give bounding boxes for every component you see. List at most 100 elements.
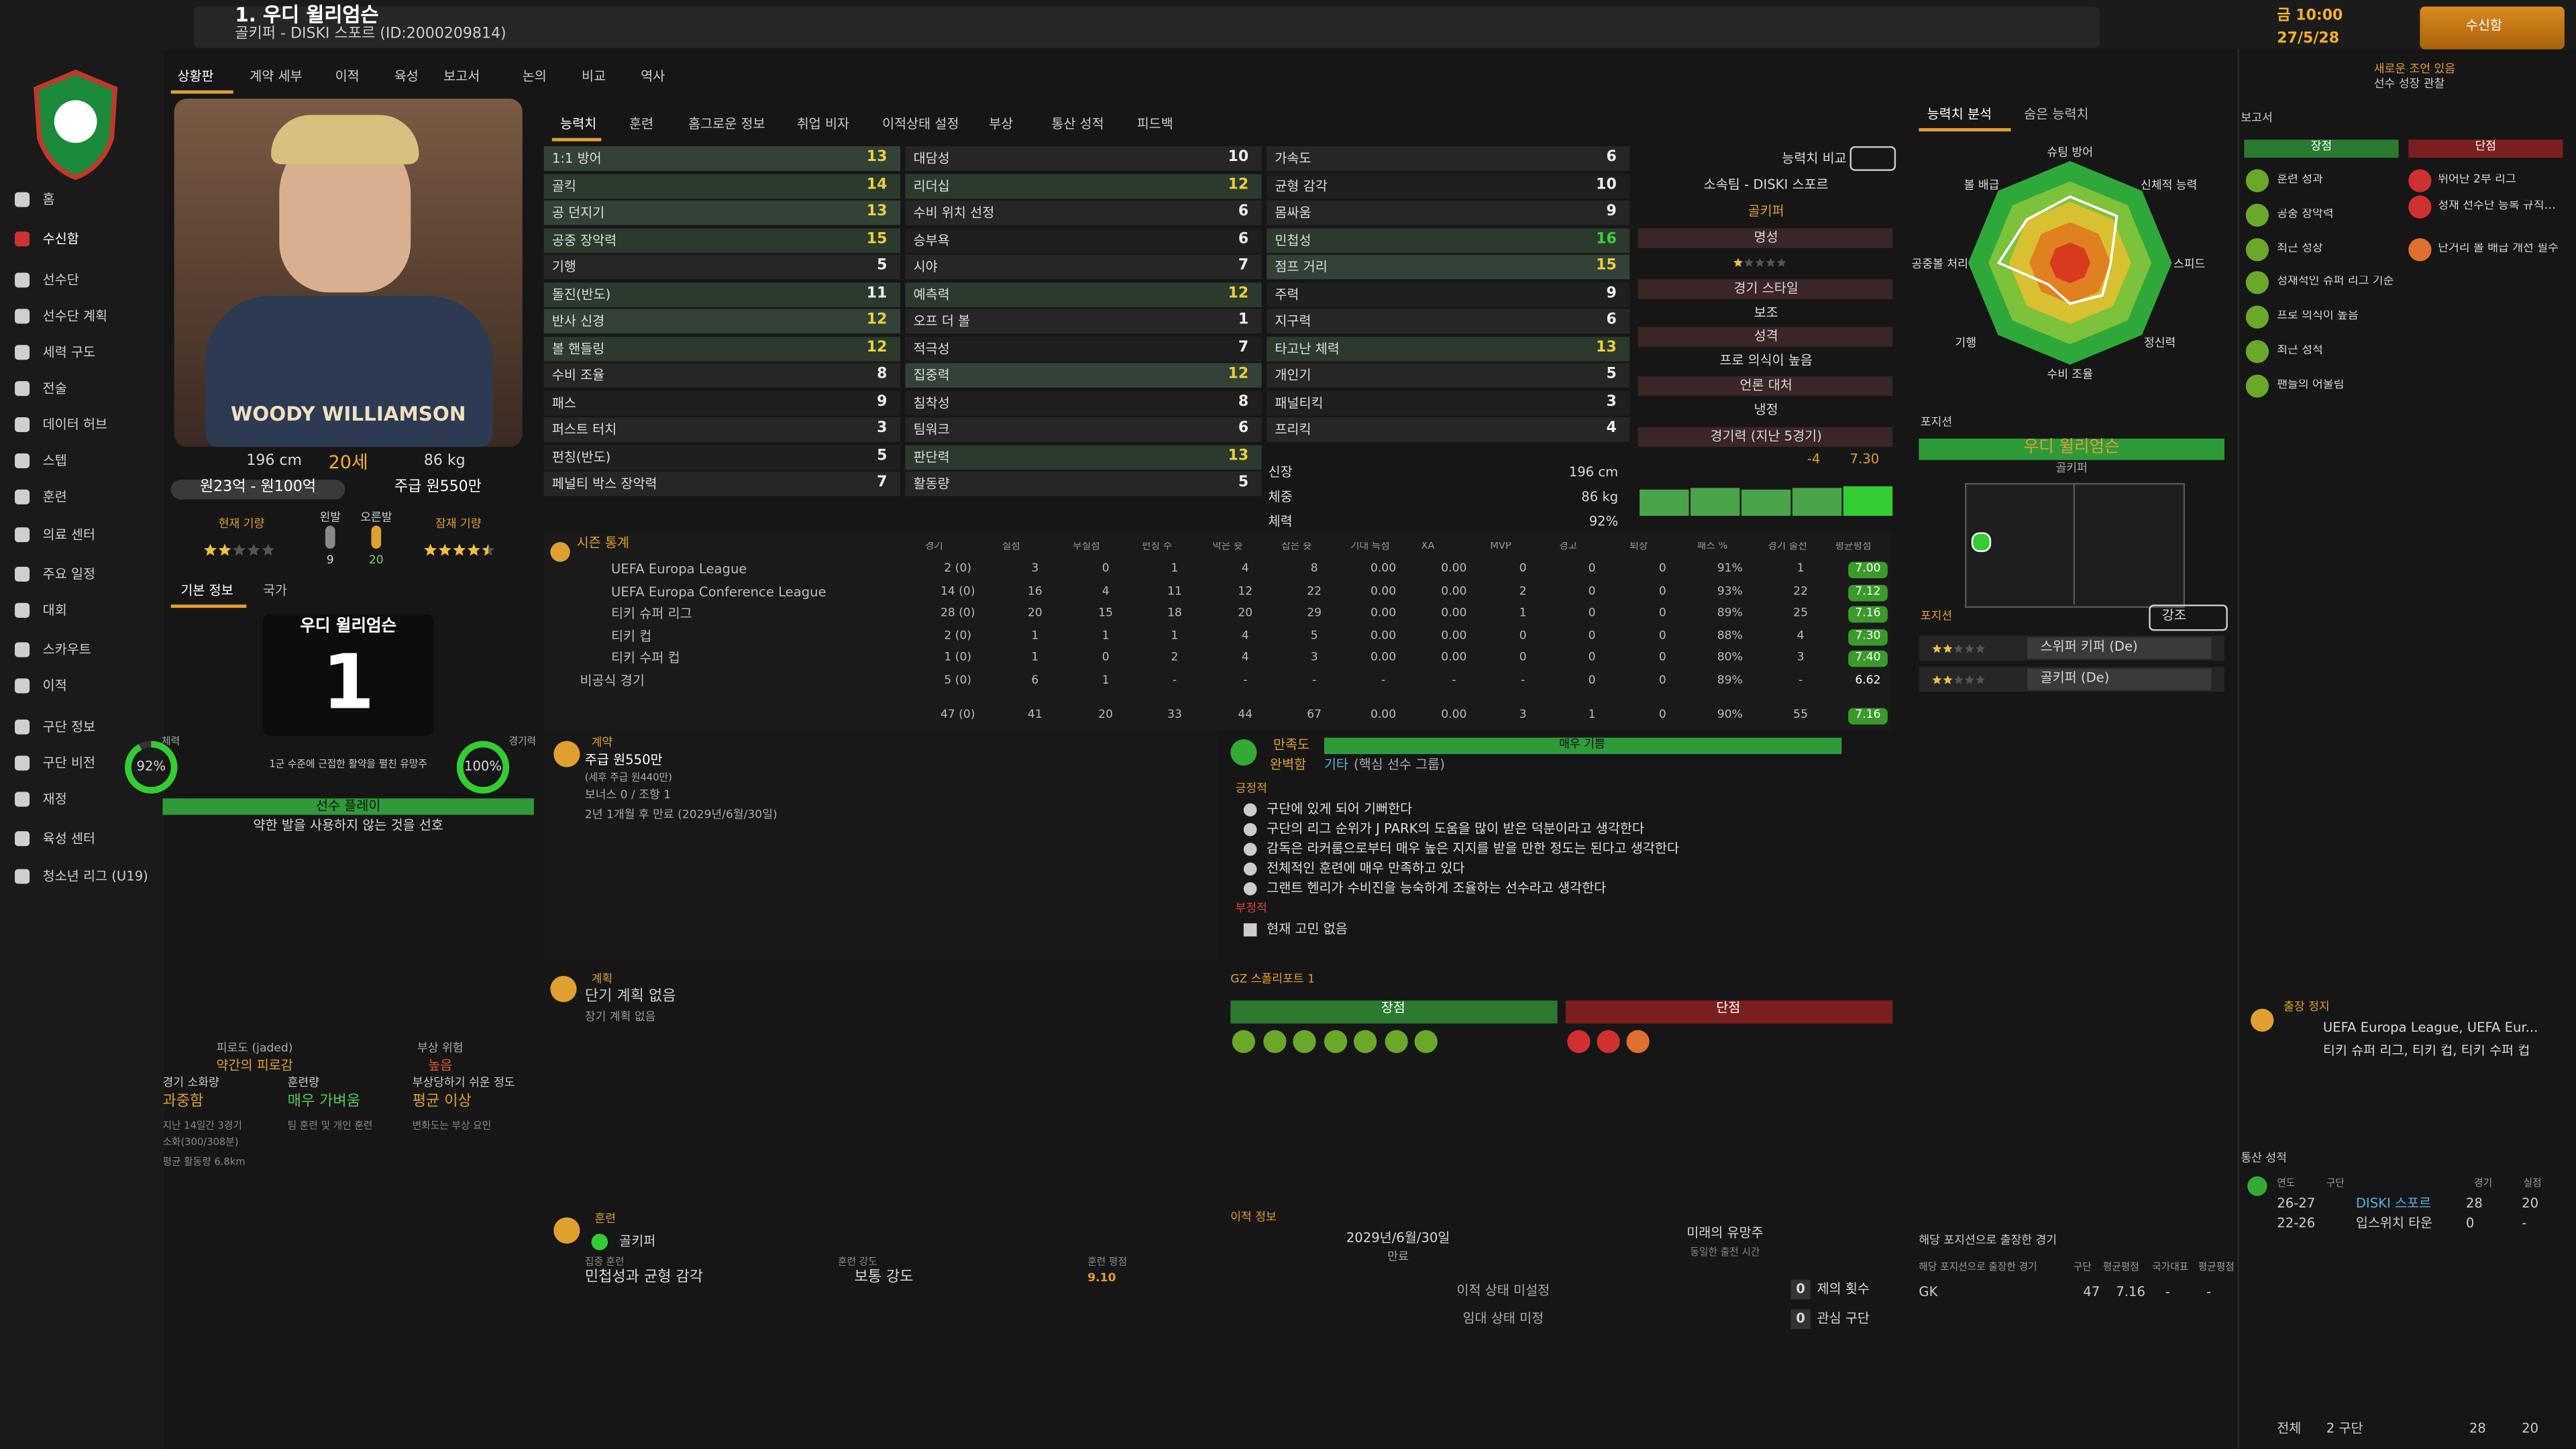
item-icon <box>1243 822 1257 837</box>
nav-item[interactable]: 선수단 계획 <box>42 309 108 324</box>
shirt-name: WOODY WILLIAMSON <box>230 402 466 426</box>
sub-tab[interactable]: 부상 <box>989 116 1014 131</box>
nav-tab[interactable]: 육성 <box>394 68 419 84</box>
stat: - <box>1312 672 1317 686</box>
nav-item[interactable]: 스텝 <box>42 453 67 468</box>
label: 0 <box>1796 1281 1805 1297</box>
graphic <box>204 543 274 556</box>
nav-item[interactable]: 수신함 <box>42 231 79 247</box>
attribute-name: 균형 감각 <box>1275 178 1328 193</box>
tab[interactable]: 숨은 능력치 <box>2024 107 2089 122</box>
graphic <box>1968 161 2172 365</box>
stat: 4 <box>1102 584 1110 598</box>
icon <box>2247 1176 2267 1196</box>
count-box <box>1790 1279 1811 1300</box>
nav-item[interactable]: 세력 구도 <box>42 345 96 360</box>
nav-item[interactable]: 스카우트 <box>42 642 91 657</box>
nav-tab[interactable]: 상황판 <box>177 68 214 84</box>
tab[interactable]: 능력치 분석 <box>1927 107 1992 122</box>
label: 7.30 <box>1849 451 1880 467</box>
nav-item[interactable]: 전술 <box>42 381 67 396</box>
stat: 29 <box>1307 606 1322 620</box>
wage: 주급 원550만 <box>394 480 482 496</box>
label: 55 <box>1793 708 1809 722</box>
sub-tab[interactable]: 취업 비자 <box>796 116 850 131</box>
label: 성격 <box>1754 328 1778 343</box>
label: 훈련 <box>594 1212 616 1226</box>
date: 27/5/28 <box>2277 31 2340 48</box>
star-empty <box>1976 644 1985 653</box>
nav-icon <box>15 831 30 847</box>
label: 보통 강도 <box>854 1270 914 1287</box>
nav-item[interactable]: 재정 <box>42 792 67 807</box>
tab-underline <box>170 90 233 94</box>
foot-value: 9 <box>326 553 334 567</box>
sub-tab[interactable]: 홈그로운 정보 <box>688 116 765 131</box>
nav-tab[interactable]: 역사 <box>641 68 665 84</box>
nav-item[interactable]: 대회 <box>42 602 67 618</box>
stat: 0 <box>1658 584 1666 598</box>
attribute-name: 공중 장악력 <box>551 232 617 248</box>
label: 임대 상태 미정 <box>1462 1311 1544 1326</box>
attribute-row <box>543 444 901 470</box>
stat: 0.00 <box>1441 606 1467 620</box>
attribute-name: 오프 더 볼 <box>913 313 971 329</box>
nav-tab[interactable]: 논의 <box>522 68 547 84</box>
pros-icon <box>2245 272 2269 295</box>
label: GZ 스폴리포트 1 <box>1230 972 1315 986</box>
label: 평균평점 <box>1835 542 1872 552</box>
nav-item[interactable]: 훈련 <box>42 489 67 504</box>
nav-item[interactable]: 이적 <box>42 678 67 694</box>
sub-tab[interactable]: 피드백 <box>1136 116 1173 131</box>
nav-item[interactable]: 구단 비전 <box>42 755 96 771</box>
label: MVP <box>1490 542 1511 552</box>
nav-item[interactable]: 데이터 허브 <box>42 417 108 433</box>
nav-tab[interactable]: 이적 <box>335 68 360 84</box>
label: 부상 위험 <box>417 1041 464 1055</box>
inbox-button-label[interactable]: 수신함 <box>2465 17 2502 33</box>
stat: 0.00 <box>1441 628 1467 642</box>
cons-icon <box>2408 195 2432 219</box>
tab[interactable]: 기본 정보 <box>180 583 233 598</box>
nav-item[interactable]: 청소년 리그 (U19) <box>42 869 148 884</box>
nav-icon <box>15 417 30 433</box>
sub-tab[interactable]: 능력치 <box>560 116 597 131</box>
star <box>1932 644 1942 653</box>
attribute-row <box>905 309 1262 334</box>
tab[interactable]: 국가 <box>262 583 287 598</box>
label: 오른발 <box>360 511 392 525</box>
label: 보너스 0 / 조항 1 <box>584 788 672 802</box>
nav-tab[interactable]: 비교 <box>581 68 606 84</box>
sub-tab[interactable]: 훈련 <box>629 116 654 131</box>
label: -4 <box>1807 451 1821 467</box>
nav-tab[interactable]: 계약 세부 <box>250 68 303 84</box>
label[interactable]: 강조 <box>2161 608 2186 623</box>
icon <box>553 1217 580 1244</box>
dot <box>591 1234 608 1250</box>
icon <box>550 542 570 562</box>
stat: - <box>1381 672 1386 686</box>
attribute-value: 9 <box>1606 284 1617 302</box>
jersey <box>262 614 434 737</box>
radar-shape <box>1996 195 2118 305</box>
nav-item[interactable]: 육성 센터 <box>42 831 96 847</box>
label: 47 (0) <box>940 708 975 722</box>
sub-tab[interactable]: 통산 성적 <box>1051 116 1104 131</box>
label: 경기 소화량 <box>162 1076 219 1089</box>
nav-icon <box>15 381 30 396</box>
attribute-name: 페널티 박스 장악력 <box>551 476 657 492</box>
nav-tab[interactable]: 보고서 <box>443 68 480 84</box>
nav-item[interactable]: 홈 <box>42 192 55 207</box>
nav-icon <box>15 231 30 247</box>
sub-tab[interactable]: 이적상태 설정 <box>882 116 959 131</box>
form-bar <box>1640 489 1689 516</box>
nav-item[interactable]: 구단 정보 <box>42 719 96 735</box>
label: 선수 플레이 <box>316 798 381 814</box>
nav-icon <box>15 678 30 694</box>
nav-icon <box>15 527 30 543</box>
stat: 2 (0) <box>944 561 972 576</box>
nav-item[interactable]: 주요 일정 <box>42 566 96 582</box>
attribute-row <box>543 146 901 171</box>
nav-item[interactable]: 의료 센터 <box>42 527 96 543</box>
nav-item[interactable]: 선수단 <box>42 272 79 288</box>
